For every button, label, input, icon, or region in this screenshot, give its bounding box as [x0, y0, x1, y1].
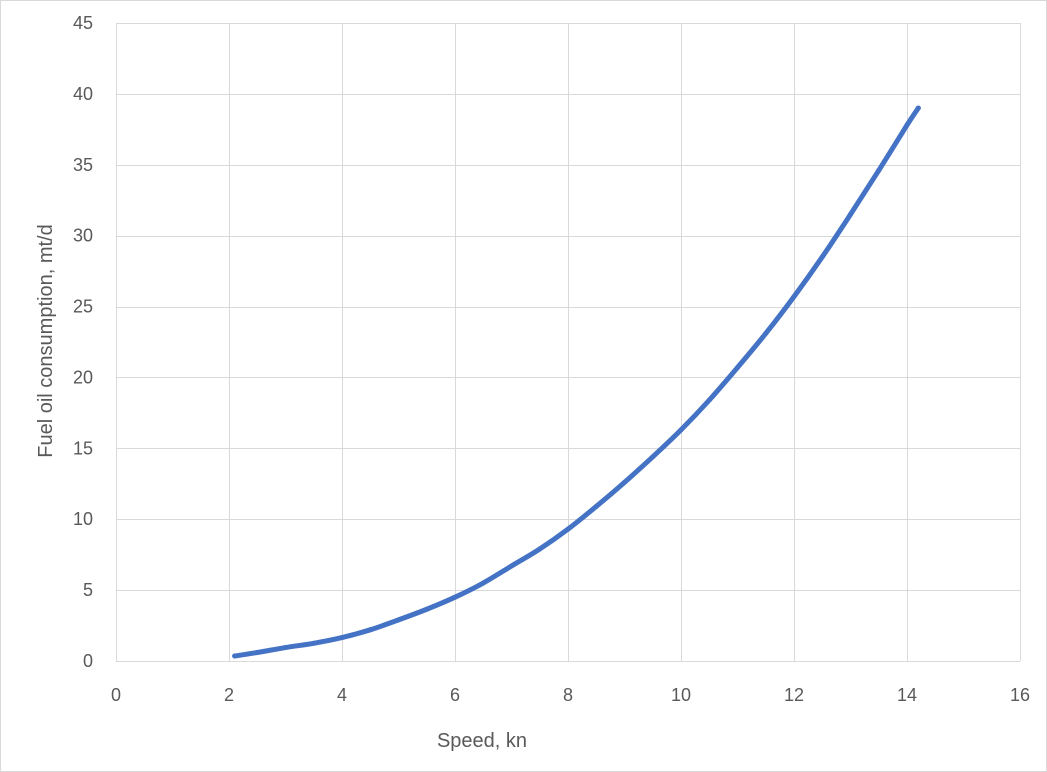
x-tick-label: 12: [784, 685, 804, 705]
data-series: [232, 105, 921, 659]
x-tick-label: 16: [1010, 685, 1030, 705]
data-point: [791, 294, 797, 300]
data-point: [311, 640, 317, 646]
data-point: [904, 122, 910, 128]
y-tick-label: 40: [73, 84, 93, 104]
data-point: [650, 454, 656, 460]
data-point: [763, 330, 769, 336]
y-tick-label: 20: [73, 367, 93, 387]
y-tick-label: 45: [73, 13, 93, 33]
data-point: [367, 627, 373, 633]
x-tick-label: 2: [224, 685, 234, 705]
data-point: [537, 546, 543, 552]
y-axis-title: Fuel oil consumption, mt/d: [35, 224, 57, 457]
data-point: [593, 503, 599, 509]
data-point: [452, 594, 458, 600]
data-point: [396, 617, 401, 623]
y-tick-label: 10: [73, 509, 93, 529]
data-point: [283, 645, 288, 651]
data-point: [480, 580, 486, 586]
data-point: [706, 397, 712, 403]
data-point: [915, 105, 921, 111]
grid: [116, 23, 1021, 662]
data-point: [339, 635, 345, 641]
x-axis-title: Speed, kn: [437, 730, 527, 752]
data-point: [678, 427, 684, 433]
y-tick-label: 5: [83, 580, 93, 600]
data-point: [848, 211, 853, 217]
data-point: [424, 606, 430, 612]
data-point: [735, 365, 740, 371]
data-point: [622, 479, 627, 485]
x-tick-label: 4: [337, 685, 347, 705]
data-point: [254, 649, 260, 655]
x-tick-label: 14: [897, 685, 917, 705]
data-point: [509, 563, 514, 569]
y-tick-label: 30: [73, 226, 93, 246]
y-tick-label: 35: [73, 155, 93, 175]
x-tick-label: 0: [111, 685, 121, 705]
series-curve: [232, 105, 921, 659]
x-tick-label: 6: [450, 685, 460, 705]
data-point: [819, 254, 825, 260]
x-tick-label: 8: [563, 685, 573, 705]
y-tick-label: 25: [73, 297, 93, 317]
data-point: [232, 653, 238, 659]
data-point: [565, 526, 571, 532]
data-point: [876, 167, 882, 173]
x-tick-label: 10: [671, 685, 691, 705]
y-tick-label: 15: [73, 438, 93, 458]
y-tick-label: 0: [83, 651, 93, 671]
tick-labels: 0 2 4 6 8 10 12 14 16 0 5 10 15 20 25 30 35 40 45: [73, 13, 1030, 705]
